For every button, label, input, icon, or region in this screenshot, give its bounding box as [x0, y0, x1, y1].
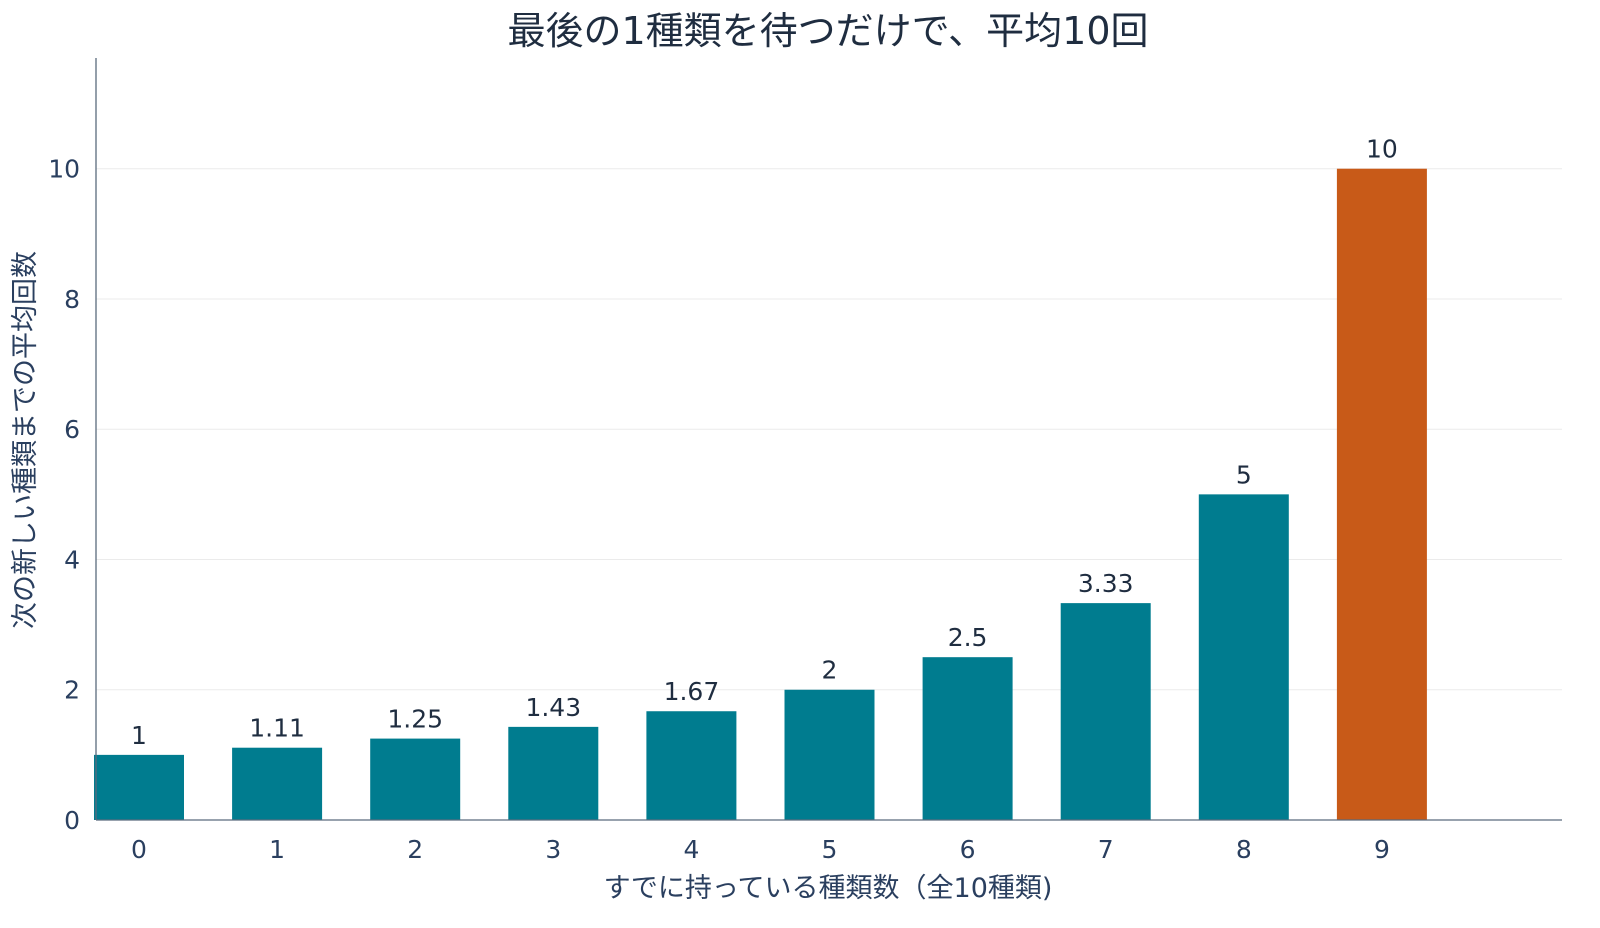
y-tick-label: 4: [64, 545, 80, 574]
x-tick-label: 4: [683, 835, 699, 864]
x-tick-label: 8: [1236, 835, 1252, 864]
bar-3: [508, 726, 599, 820]
bar-7: [1060, 603, 1151, 820]
data-labels: 1 1.11 1.25 1.43 1.67 2 2.5 3.33 5 10: [131, 135, 1398, 750]
x-tick-label: 6: [960, 835, 976, 864]
y-tick-label: 10: [48, 155, 80, 184]
x-tick-label: 9: [1374, 835, 1390, 864]
x-tick-label: 0: [131, 835, 147, 864]
bars: [94, 168, 1427, 820]
x-tick-label: 2: [407, 835, 423, 864]
x-tick-label: 1: [269, 835, 285, 864]
bar-5: [784, 689, 875, 820]
y-tick-label: 6: [64, 415, 80, 444]
bar-9: [1336, 168, 1427, 820]
bar-4: [646, 711, 737, 820]
data-label-6: 2.5: [948, 623, 988, 652]
x-tick-label: 5: [822, 835, 838, 864]
data-label-3: 1.43: [525, 693, 581, 722]
data-label-1: 1.11: [249, 714, 305, 743]
x-tick-label: 3: [545, 835, 561, 864]
x-axis-title: すでに持っている種類数（全10種類): [604, 873, 1053, 904]
data-label-7: 3.33: [1078, 569, 1134, 598]
bar-0: [94, 754, 184, 820]
x-axis-ticks: 0 1 2 3 4 5 6 7 8 9: [131, 835, 1390, 864]
y-axis-ticks: 0 2 4 6 8 10: [48, 155, 80, 835]
data-label-8: 5: [1236, 460, 1252, 489]
bar-1: [232, 747, 323, 820]
bar-8: [1198, 494, 1289, 820]
y-axis-title: 次の新しい種類までの平均回数: [10, 251, 41, 629]
data-label-5: 2: [822, 656, 838, 685]
x-tick-label: 7: [1098, 835, 1114, 864]
y-tick-label: 8: [64, 285, 80, 314]
data-label-4: 1.67: [664, 677, 720, 706]
bar-2: [370, 738, 461, 820]
data-label-9: 10: [1366, 135, 1398, 164]
data-label-0: 1: [131, 721, 147, 750]
y-tick-label: 2: [64, 676, 80, 705]
chart-title: 最後の1種類を待つだけで、平均10回: [507, 9, 1148, 53]
y-tick-label: 0: [64, 806, 80, 835]
bar-6: [922, 657, 1013, 820]
data-label-2: 1.25: [387, 705, 443, 734]
gridlines: [96, 168, 1562, 691]
